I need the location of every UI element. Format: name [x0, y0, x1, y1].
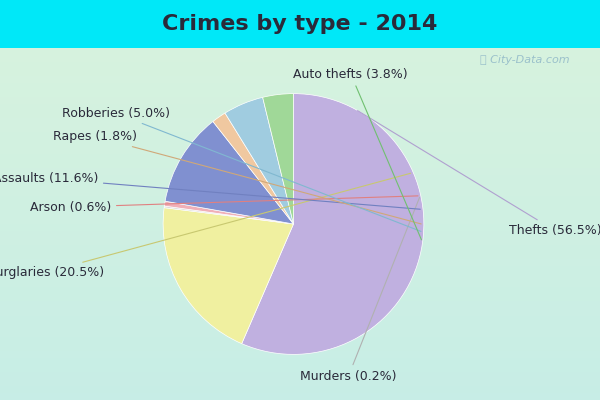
Bar: [0, 168, 600, 175]
Bar: [0, 344, 600, 351]
Bar: [0, 386, 600, 393]
Bar: [0, 196, 600, 203]
Bar: [0, 210, 600, 217]
Bar: [0, 76, 600, 83]
Bar: [0, 316, 600, 322]
Bar: [0, 48, 600, 55]
Wedge shape: [242, 94, 424, 354]
Bar: [0, 217, 600, 224]
Wedge shape: [225, 97, 293, 224]
Bar: [0, 90, 600, 97]
Bar: [0, 358, 600, 365]
Bar: [0, 69, 600, 76]
Bar: [0, 182, 600, 189]
Text: Robberies (5.0%): Robberies (5.0%): [62, 107, 421, 232]
Bar: [0, 111, 600, 118]
Bar: [0, 379, 600, 386]
Bar: [0, 322, 600, 330]
Text: Arson (0.6%): Arson (0.6%): [30, 196, 418, 214]
Text: Crimes by type - 2014: Crimes by type - 2014: [163, 14, 437, 34]
Bar: [0, 259, 600, 266]
Bar: [0, 372, 600, 379]
Bar: [0, 189, 600, 196]
Bar: [0, 62, 600, 69]
Wedge shape: [165, 122, 293, 224]
Text: ⓘ City-Data.com: ⓘ City-Data.com: [480, 55, 569, 65]
Bar: [0, 351, 600, 358]
Bar: [0, 83, 600, 90]
Wedge shape: [163, 208, 293, 344]
Bar: [0, 302, 600, 308]
Bar: [0, 203, 600, 210]
Text: Burglaries (20.5%): Burglaries (20.5%): [0, 173, 410, 279]
Bar: [0, 245, 600, 252]
Bar: [0, 161, 600, 168]
Bar: [0, 132, 600, 140]
Bar: [0, 308, 600, 316]
Bar: [0, 118, 600, 126]
Text: Auto thefts (3.8%): Auto thefts (3.8%): [293, 68, 421, 240]
Wedge shape: [263, 94, 293, 224]
Bar: [0, 337, 600, 344]
Bar: [0, 224, 600, 231]
Text: Assaults (11.6%): Assaults (11.6%): [0, 172, 420, 209]
Bar: [0, 287, 600, 294]
Bar: [0, 55, 600, 62]
Bar: [0, 154, 600, 161]
Wedge shape: [164, 201, 293, 224]
Bar: [0, 294, 600, 302]
Wedge shape: [213, 113, 293, 224]
Bar: [0, 238, 600, 245]
Bar: [0, 175, 600, 182]
Bar: [0, 266, 600, 273]
Bar: [0, 146, 600, 154]
Bar: [0, 365, 600, 372]
Bar: [0, 330, 600, 337]
Bar: [0, 231, 600, 238]
Bar: [0, 97, 600, 104]
Bar: [0, 273, 600, 280]
Bar: [0, 393, 600, 400]
Bar: [0, 252, 600, 259]
Text: Murders (0.2%): Murders (0.2%): [300, 198, 419, 383]
Wedge shape: [164, 206, 293, 224]
Bar: [0, 280, 600, 287]
Text: Rapes (1.8%): Rapes (1.8%): [53, 130, 421, 224]
Text: Thefts (56.5%): Thefts (56.5%): [358, 111, 600, 237]
Bar: [0, 140, 600, 146]
Bar: [0, 126, 600, 132]
Bar: [0, 104, 600, 111]
